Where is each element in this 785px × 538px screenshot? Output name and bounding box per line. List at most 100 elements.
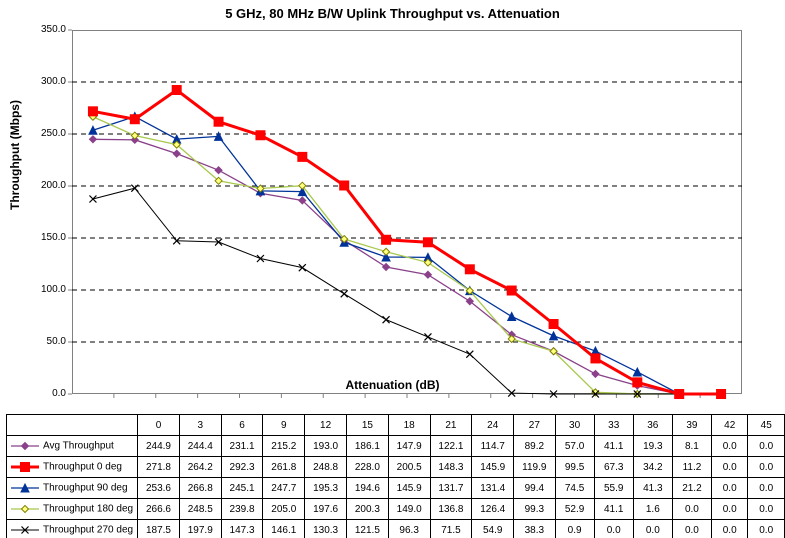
legend-label: Avg Throughput <box>43 441 114 452</box>
legend-header-cell <box>7 415 138 436</box>
data-cell: 147.9 <box>388 436 430 457</box>
x-category-cell: 12 <box>305 415 347 436</box>
data-cell: 99.5 <box>555 457 594 478</box>
data-cell: 0.0 <box>711 520 747 538</box>
data-cell: 0.0 <box>748 478 785 499</box>
data-table: 0369121518212427303336394245Avg Throughp… <box>6 414 785 538</box>
x-category-cell: 21 <box>430 415 472 436</box>
legend-swatch-icon <box>11 503 39 515</box>
data-cell: 121.5 <box>346 520 388 538</box>
data-cell: 130.3 <box>305 520 347 538</box>
data-cell: 0.0 <box>672 499 711 520</box>
legend-cell: Throughput 270 deg <box>7 520 138 538</box>
y-tick-label: 300.0 <box>32 76 66 87</box>
series-1 <box>88 86 725 399</box>
data-cell: 148.3 <box>430 457 472 478</box>
data-cell: 136.8 <box>430 499 472 520</box>
data-cell: 0.0 <box>748 520 785 538</box>
legend-cell: Throughput 0 deg <box>7 457 138 478</box>
legend-label: Throughput 90 deg <box>43 483 128 494</box>
data-cell: 0.0 <box>711 436 747 457</box>
y-tick-label: 200.0 <box>32 180 66 191</box>
x-category-cell: 33 <box>594 415 633 436</box>
table-row: Avg Throughput 244.9244.4231.1215.2193.0 1… <box>7 436 785 457</box>
data-cell: 195.3 <box>305 478 347 499</box>
data-cell: 264.2 <box>179 457 221 478</box>
legend-cell: Throughput 180 deg <box>7 499 138 520</box>
data-cell: 244.4 <box>179 436 221 457</box>
legend-cell: Throughput 90 deg <box>7 478 138 499</box>
data-cell: 239.8 <box>221 499 263 520</box>
data-cell: 55.9 <box>594 478 633 499</box>
data-cell: 215.2 <box>263 436 305 457</box>
data-cell: 266.8 <box>179 478 221 499</box>
table-row: Throughput 90 deg253.6266.8245.1247.7195… <box>7 478 785 499</box>
data-cell: 8.1 <box>672 436 711 457</box>
x-category-cell: 0 <box>138 415 180 436</box>
x-category-cell: 27 <box>514 415 555 436</box>
x-category-cell: 15 <box>346 415 388 436</box>
x-category-cell: 3 <box>179 415 221 436</box>
y-tick-label: 50.0 <box>32 336 66 347</box>
data-cell: 67.3 <box>594 457 633 478</box>
data-cell: 131.4 <box>472 478 514 499</box>
data-cell: 11.2 <box>672 457 711 478</box>
data-cell: 244.9 <box>138 436 180 457</box>
data-cell: 19.3 <box>633 436 672 457</box>
series-0 <box>89 136 724 398</box>
data-cell: 200.5 <box>388 457 430 478</box>
x-category-cell: 18 <box>388 415 430 436</box>
series-3 <box>89 113 724 397</box>
x-category-cell: 24 <box>472 415 514 436</box>
data-cell: 54.9 <box>472 520 514 538</box>
data-cell: 0.0 <box>711 478 747 499</box>
series-4 <box>89 185 724 398</box>
table-row: Throughput 270 deg187.5197.9147.3146.113… <box>7 520 785 538</box>
data-cell: 1.6 <box>633 499 672 520</box>
data-cell: 41.1 <box>594 436 633 457</box>
data-cell: 0.0 <box>672 520 711 538</box>
data-cell: 0.0 <box>594 520 633 538</box>
data-cell: 0.0 <box>633 520 672 538</box>
data-cell: 34.2 <box>633 457 672 478</box>
data-cell: 248.5 <box>179 499 221 520</box>
x-category-cell: 6 <box>221 415 263 436</box>
data-cell: 52.9 <box>555 499 594 520</box>
y-tick-label: 350.0 <box>32 24 66 35</box>
legend-label: Throughput 180 deg <box>43 504 133 515</box>
data-cell: 245.1 <box>221 478 263 499</box>
y-tick-label: 150.0 <box>32 232 66 243</box>
data-cell: 0.0 <box>748 436 785 457</box>
data-cell: 261.8 <box>263 457 305 478</box>
data-cell: 119.9 <box>514 457 555 478</box>
data-cell: 193.0 <box>305 436 347 457</box>
legend-swatch-icon <box>11 482 39 494</box>
table-row: Throughput 0 deg271.8264.2292.3261.8248.… <box>7 457 785 478</box>
data-cell: 0.9 <box>555 520 594 538</box>
data-cell: 89.2 <box>514 436 555 457</box>
data-cell: 96.3 <box>388 520 430 538</box>
data-cell: 149.0 <box>388 499 430 520</box>
data-cell: 38.3 <box>514 520 555 538</box>
y-tick-label: 250.0 <box>32 128 66 139</box>
data-cell: 71.5 <box>430 520 472 538</box>
data-cell: 271.8 <box>138 457 180 478</box>
legend-label: Throughput 270 deg <box>43 525 133 536</box>
data-cell: 205.0 <box>263 499 305 520</box>
legend-label: Throughput 0 deg <box>43 462 122 473</box>
data-cell: 228.0 <box>346 457 388 478</box>
data-cell: 145.9 <box>472 457 514 478</box>
y-tick-label: 100.0 <box>32 284 66 295</box>
data-cell: 0.0 <box>711 499 747 520</box>
data-cell: 231.1 <box>221 436 263 457</box>
data-cell: 122.1 <box>430 436 472 457</box>
data-cell: 0.0 <box>748 457 785 478</box>
data-cell: 197.6 <box>305 499 347 520</box>
x-category-cell: 30 <box>555 415 594 436</box>
data-cell: 253.6 <box>138 478 180 499</box>
data-cell: 0.0 <box>748 499 785 520</box>
chart-container: { "chart": { "type": "line", "title": "5… <box>0 0 785 538</box>
data-cell: 21.2 <box>672 478 711 499</box>
data-cell: 187.5 <box>138 520 180 538</box>
series-2 <box>89 113 725 398</box>
